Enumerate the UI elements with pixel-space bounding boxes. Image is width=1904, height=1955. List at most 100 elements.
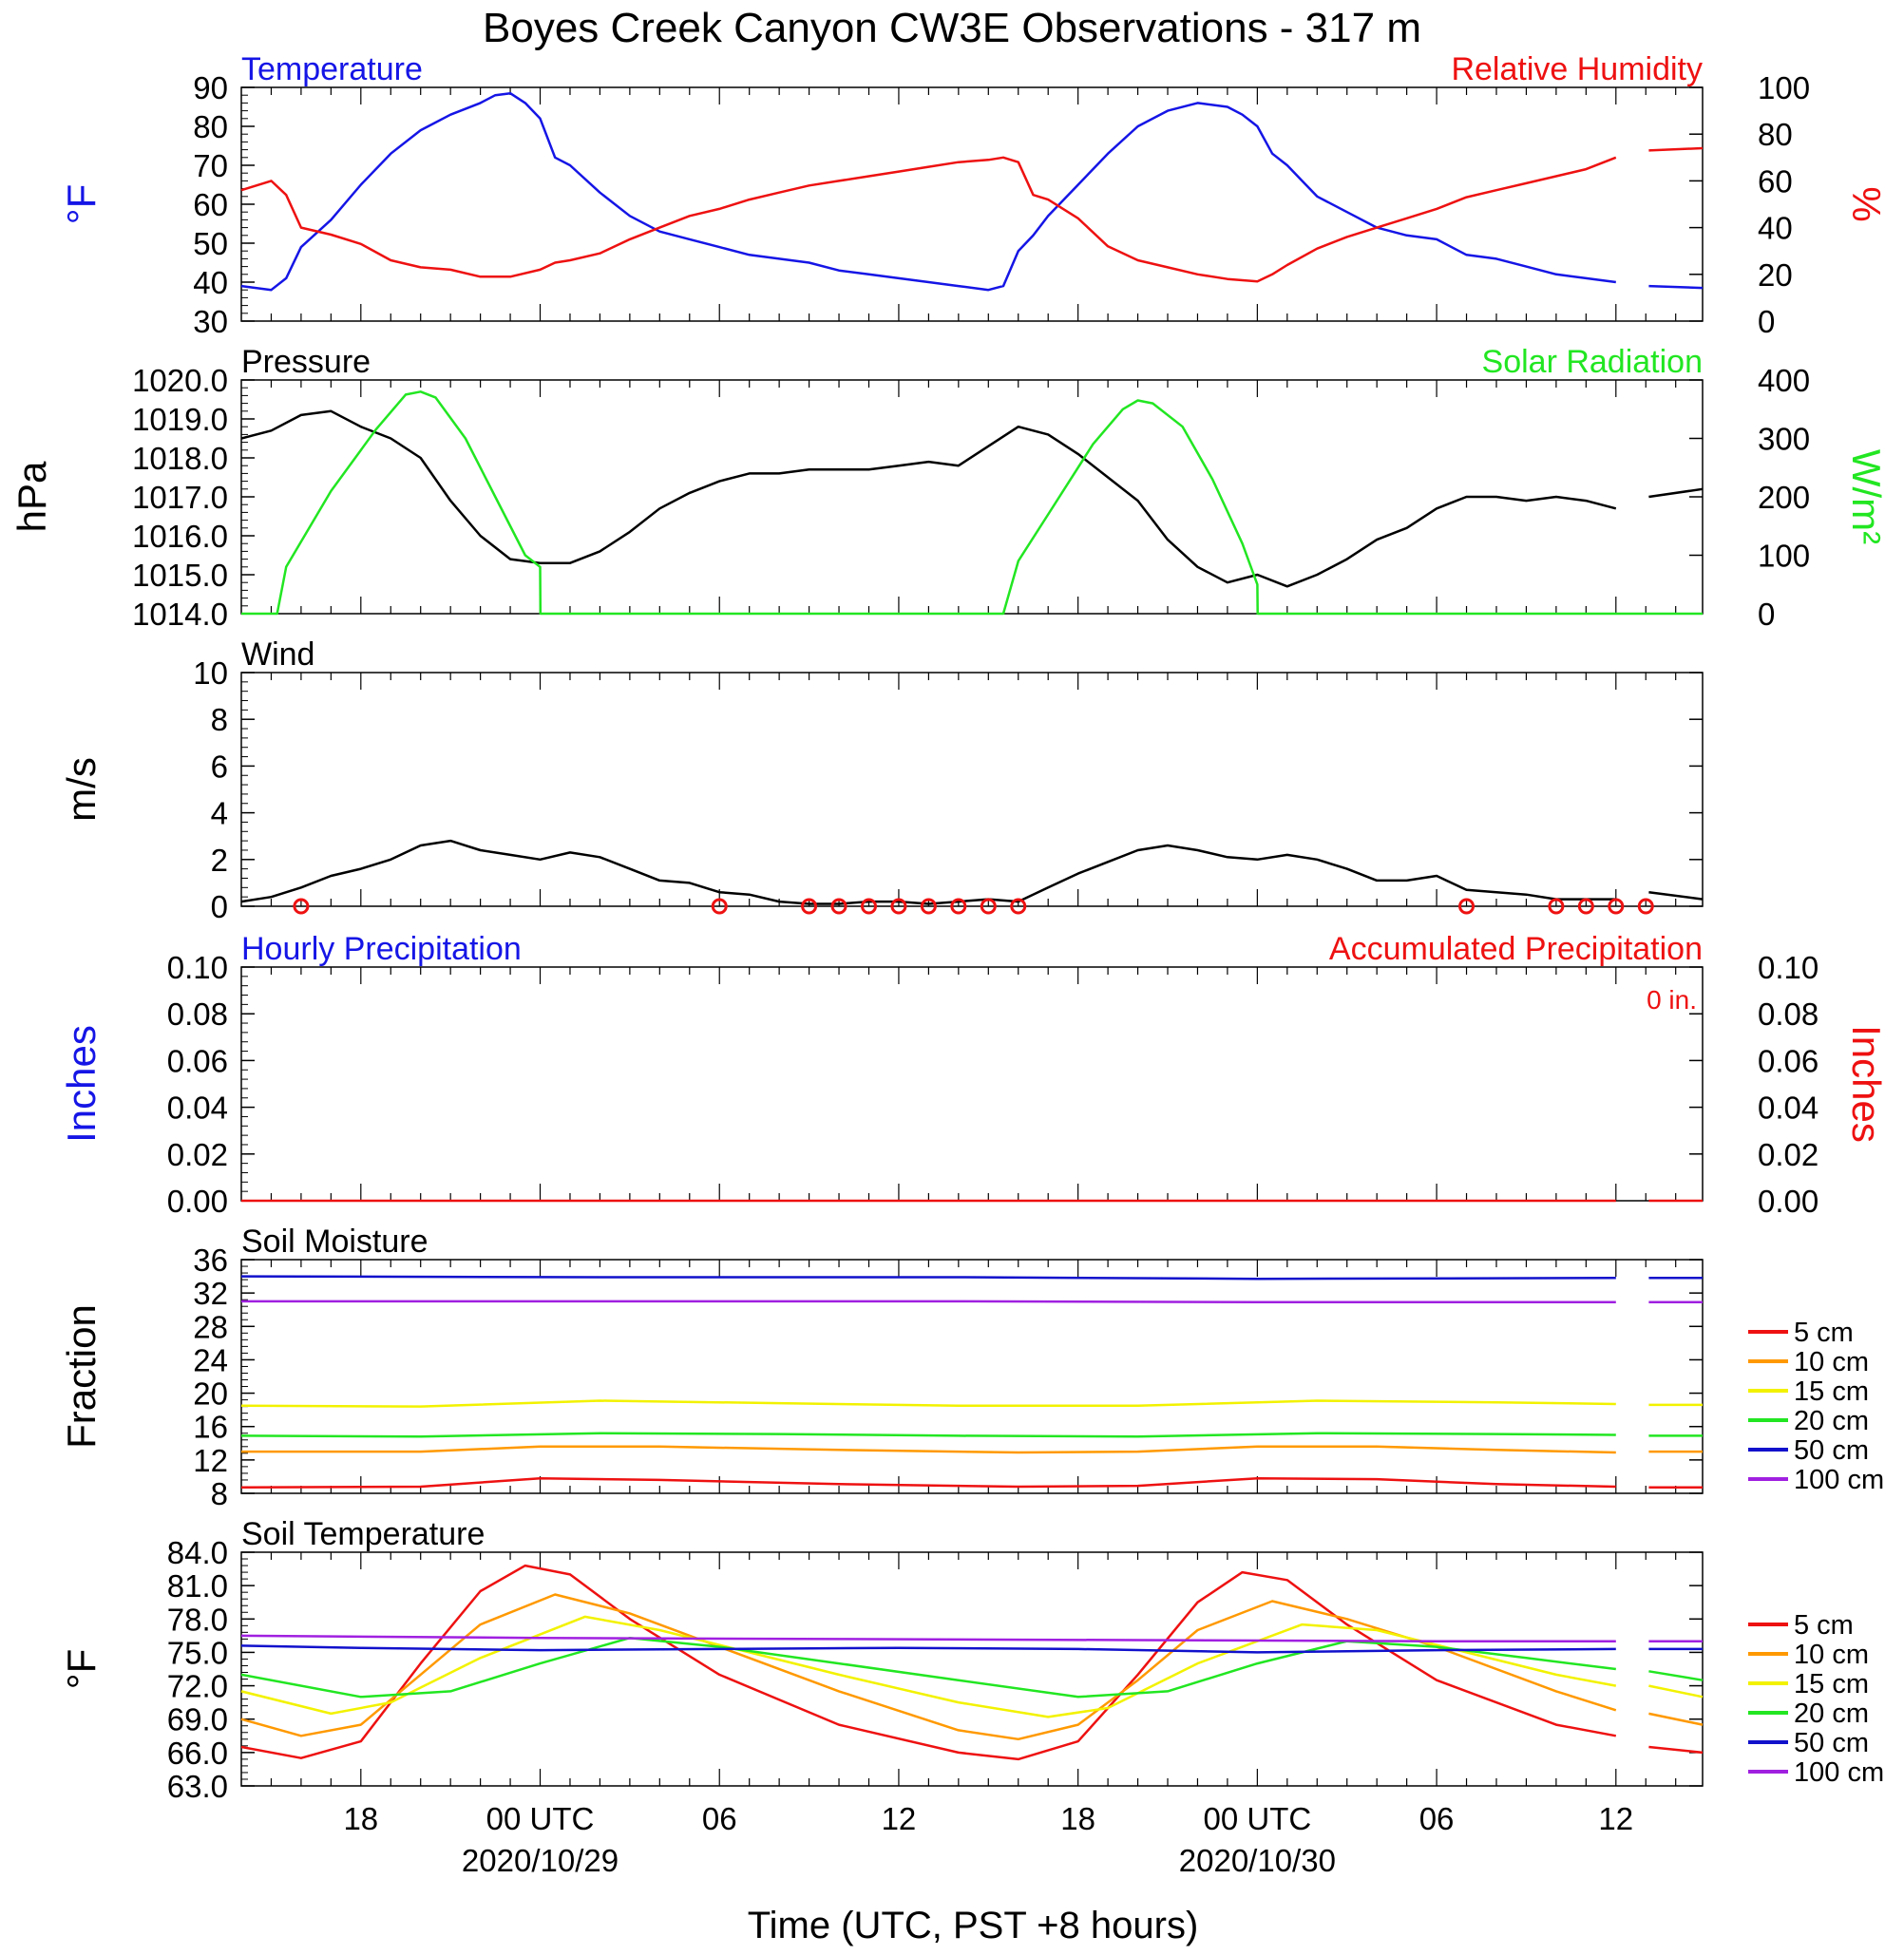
legend-label: 20 cm: [1794, 1406, 1869, 1436]
legend-label: 10 cm: [1794, 1640, 1869, 1670]
y-tick-label-left: 0.10: [167, 950, 228, 985]
y-tick-label-right: 0.10: [1758, 950, 1818, 985]
y-tick-label-right: 0: [1758, 597, 1775, 632]
y-tick-label-right: 400: [1758, 363, 1810, 398]
y-tick-label-right: 80: [1758, 117, 1793, 152]
y-tick-label-left: 81.0: [167, 1568, 228, 1604]
calm-marker: [1010, 898, 1027, 915]
y-tick-label-right: 100: [1758, 70, 1810, 105]
series-line: [240, 839, 1616, 905]
plot-frame: [240, 86, 1704, 322]
panel-title-left: Pressure: [241, 344, 371, 380]
panel-title-right: Solar Radiation: [1482, 344, 1703, 380]
series-line: [240, 91, 1616, 292]
x-tick-label: 18: [1060, 1801, 1095, 1836]
series-line-tail: [1648, 890, 1704, 901]
panel-temperature_humidity: 30 40 50 60 70 80 90 0 20 40 60 80 100 Temperature Rel…: [59, 51, 1889, 339]
y-tick-label-right: 0.00: [1758, 1184, 1818, 1219]
series-line: [240, 1634, 1616, 1642]
accumulated-precip-value: 0 in.: [1647, 985, 1697, 1015]
series-line: [240, 1593, 1617, 1741]
legend-label: 50 cm: [1794, 1728, 1869, 1758]
y-tick-label-left: 60: [193, 187, 228, 222]
y-tick-label-left: 24: [193, 1342, 228, 1377]
y-tick-label-left: 1018.0: [132, 441, 228, 476]
y-tick-label-right: 200: [1758, 480, 1810, 515]
series-line: [240, 1275, 1616, 1281]
series-line: [241, 1445, 1616, 1454]
panel-wind: 0 2 4 6 8 10 Wind m/s: [59, 636, 1704, 924]
calm-marker: [890, 898, 907, 915]
y-tick-label-left: 1019.0: [132, 402, 228, 437]
legend-label: 5 cm: [1794, 1610, 1854, 1641]
y-tick-label-left: 90: [193, 70, 228, 105]
y-tick-label-left: 0.06: [167, 1043, 228, 1078]
y-tick-label-left: 0.04: [167, 1091, 228, 1126]
x-tick-label: 18: [343, 1801, 378, 1836]
calm-marker: [1577, 898, 1594, 915]
y-tick-label-right: 100: [1758, 539, 1810, 574]
series-line-tail: [1648, 1712, 1704, 1726]
panel-soil_temperature: 63.066.069.072.075.078.081.084.0 Soil Tem…: [59, 1516, 1884, 1878]
y-tick-label-left: 16: [193, 1410, 228, 1445]
y-tick-label-left: 78.0: [167, 1602, 228, 1637]
y-tick-label-right: 0.02: [1758, 1137, 1818, 1172]
y-tick-label-left: 1014.0: [132, 597, 228, 632]
legend-label: 100 cm: [1794, 1465, 1884, 1495]
y-tick-label-right: 40: [1758, 211, 1793, 246]
y-tick-label-right: 0.08: [1758, 996, 1818, 1032]
calm-marker: [1548, 898, 1565, 915]
series-line-tail: [1648, 487, 1704, 499]
y-axis-label-left: m/s: [59, 757, 104, 822]
series-line: [240, 1636, 1616, 1699]
y-tick-label-left: 75.0: [167, 1635, 228, 1670]
y-tick-label-left: 0.08: [167, 996, 228, 1032]
y-tick-label-left: 70: [193, 148, 228, 183]
calm-marker: [950, 898, 967, 915]
x-tick-label: 00 UTC: [486, 1801, 595, 1836]
y-axis-label-left: Inches: [59, 1025, 104, 1143]
y-tick-label-right: 300: [1758, 422, 1810, 457]
series-line-tail: [1648, 284, 1704, 290]
legend-label: 20 cm: [1794, 1699, 1869, 1729]
series-line-tail: [1648, 1745, 1704, 1755]
y-tick-label-right: 0.06: [1758, 1043, 1818, 1078]
calm-marker: [711, 898, 728, 915]
x-tick-label: 00 UTC: [1204, 1801, 1312, 1836]
panel-title-left: Wind: [241, 636, 314, 673]
y-tick-label-right: 0.04: [1758, 1091, 1818, 1126]
x-tick-label: 06: [702, 1801, 737, 1836]
series-line: [240, 1399, 1616, 1408]
panel-pressure_solar: 1014.0 1015.0 1016.0 1017.0 1018.0 1019.0 1020…: [10, 344, 1889, 632]
legend-label: 100 cm: [1794, 1757, 1884, 1788]
y-tick-label-left: 72.0: [167, 1669, 228, 1704]
y-tick-label-left: 63.0: [167, 1769, 228, 1804]
x-axis-label: Time (UTC, PST +8 hours): [748, 1905, 1199, 1946]
legend-label: 15 cm: [1794, 1669, 1869, 1699]
y-tick-label-left: 40: [193, 265, 228, 300]
series-line: [241, 390, 1703, 616]
panel-title-right: Accumulated Precipitation: [1329, 931, 1703, 967]
calm-marker: [1637, 898, 1654, 915]
legend-label: 50 cm: [1794, 1435, 1869, 1466]
y-tick-label-left: 8: [211, 702, 228, 737]
panel-title-right: Relative Humidity: [1451, 51, 1703, 87]
panel-title-left: Soil Moisture: [241, 1224, 428, 1260]
calm-marker: [1608, 898, 1625, 915]
legend-label: 15 cm: [1794, 1376, 1869, 1407]
y-axis-label-right: %: [1844, 186, 1889, 221]
plot-frame: [240, 1551, 1704, 1787]
calm-marker: [293, 898, 310, 915]
y-tick-label-left: 10: [193, 655, 228, 691]
y-axis-label-left: °F: [59, 1649, 104, 1689]
y-tick-label-left: 1016.0: [132, 519, 228, 554]
calm-marker: [830, 898, 847, 915]
calm-marker: [920, 898, 937, 915]
plot-frame: [240, 672, 1704, 907]
y-tick-label-left: 2: [211, 843, 228, 878]
series-line-tail: [1648, 1684, 1704, 1699]
y-tick-label-left: 30: [193, 304, 228, 339]
y-tick-label-left: 84.0: [167, 1535, 228, 1570]
panel-title-left: Hourly Precipitation: [241, 931, 522, 967]
